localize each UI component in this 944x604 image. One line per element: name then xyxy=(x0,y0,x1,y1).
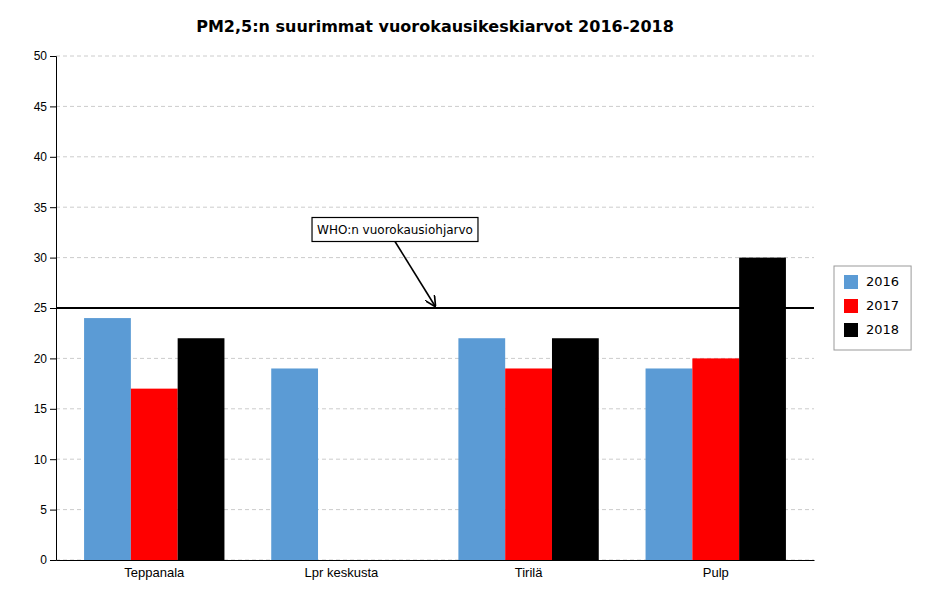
bar xyxy=(739,258,786,560)
tick-label: 0 xyxy=(40,553,47,567)
tick-label: 10 xyxy=(34,453,48,467)
bar xyxy=(692,358,739,560)
tick: 0 xyxy=(40,553,56,567)
bar xyxy=(131,389,178,560)
bar xyxy=(646,368,693,560)
tick: 15 xyxy=(34,402,56,416)
tick-label: 20 xyxy=(34,352,48,366)
tick: Teppanala xyxy=(124,565,185,580)
annotation-text: WHO:n vuorokausiohjarvo xyxy=(317,223,473,237)
annotation-arrow xyxy=(395,242,435,307)
bar xyxy=(505,368,552,560)
bar xyxy=(552,338,599,560)
tick-mark xyxy=(50,358,56,359)
tick-mark xyxy=(50,459,56,460)
legend-item: 2016 xyxy=(844,274,899,290)
tick: 5 xyxy=(40,503,56,517)
bar xyxy=(84,318,131,560)
tick-label: 30 xyxy=(34,251,48,265)
bar xyxy=(365,560,412,561)
plot: 0 5 10 15 20 25 30 35 40 45 50 Teppanala Lpr keskust… xyxy=(34,49,815,580)
chart: 0 5 10 15 20 25 30 35 40 45 50 Teppanala Lpr keskust… xyxy=(0,0,944,604)
tick-label: Lpr keskusta xyxy=(305,565,379,580)
tick-mark xyxy=(50,560,56,561)
grid xyxy=(56,56,814,560)
axis-line xyxy=(50,57,57,561)
tick: 50 xyxy=(34,49,56,63)
legend-swatch xyxy=(844,299,858,313)
tick-label: 45 xyxy=(34,100,48,114)
bar xyxy=(318,560,365,561)
tick: Tirilä xyxy=(515,565,543,580)
tick-label: 15 xyxy=(34,402,48,416)
legend-label: 2016 xyxy=(866,274,899,289)
tick-label: 50 xyxy=(34,49,48,63)
tick-mark xyxy=(50,510,56,511)
legend-label: 2018 xyxy=(866,322,899,337)
marks xyxy=(56,258,814,560)
tick-label: 5 xyxy=(40,503,47,517)
bar xyxy=(458,338,505,560)
tick-label: 35 xyxy=(34,201,48,215)
tick: Pulp xyxy=(703,565,729,580)
title: PM2,5:n suurimmat vuorokausikeskiarvot 2… xyxy=(196,17,674,36)
legend-frame xyxy=(834,266,911,350)
annotation-box xyxy=(312,218,478,242)
bar xyxy=(271,368,318,560)
tick-mark xyxy=(50,308,56,309)
legend-item: 2017 xyxy=(844,298,899,314)
grid-line xyxy=(56,56,814,57)
tick: 10 xyxy=(34,453,56,467)
reference-line xyxy=(56,307,814,309)
axis-line xyxy=(57,560,815,561)
x-axis: Teppanala Lpr keskusta Tirilä Pulp xyxy=(57,561,815,581)
tick-mark xyxy=(50,409,56,410)
grid-line xyxy=(56,257,814,258)
tick-label: 25 xyxy=(34,301,48,315)
grid-line xyxy=(56,207,814,208)
grid-line xyxy=(56,308,814,309)
tick-mark xyxy=(50,258,56,259)
y-axis: 0 5 10 15 20 25 30 35 40 45 50 xyxy=(34,49,57,567)
tick-mark xyxy=(50,157,56,158)
legend-swatch xyxy=(844,323,858,337)
grid-line xyxy=(56,156,814,157)
tick-mark xyxy=(50,56,56,57)
tick: 20 xyxy=(34,352,56,366)
tick-mark xyxy=(50,207,56,208)
legend: 2016 2017 2018 xyxy=(834,266,911,350)
bar xyxy=(178,338,225,560)
tick: 45 xyxy=(34,100,56,114)
tick: 25 xyxy=(34,301,56,315)
tick-label: Pulp xyxy=(703,565,729,580)
bar-series xyxy=(178,258,786,560)
tick-label: 40 xyxy=(34,150,48,164)
tick: 35 xyxy=(34,201,56,215)
bar-series xyxy=(84,318,692,560)
grid-line xyxy=(56,106,814,107)
tick-label: Teppanala xyxy=(124,565,185,580)
tick-label: Tirilä xyxy=(515,565,543,580)
tick-mark xyxy=(50,106,56,107)
tick: 30 xyxy=(34,251,56,265)
annotation: WHO:n vuorokausiohjarvo xyxy=(312,218,478,307)
legend-swatch xyxy=(844,275,858,289)
legend-item: 2018 xyxy=(844,322,899,338)
tick: 40 xyxy=(34,150,56,164)
legend-label: 2017 xyxy=(866,298,899,313)
tick: Lpr keskusta xyxy=(305,565,379,580)
